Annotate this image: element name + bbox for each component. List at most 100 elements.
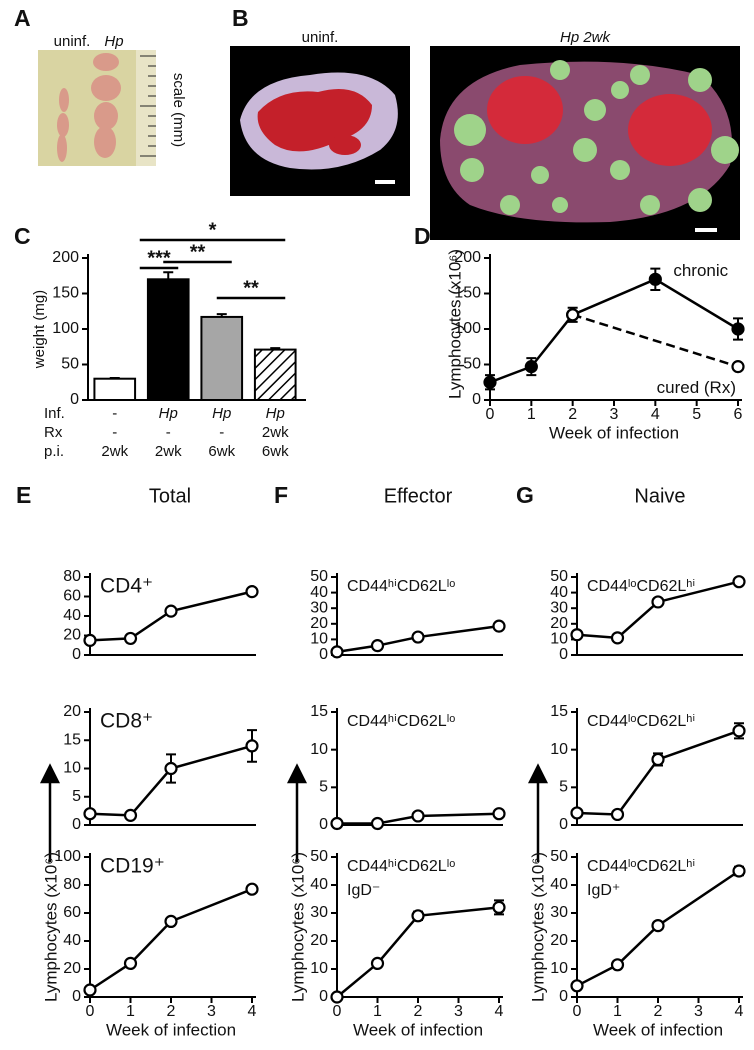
x-tick-label: 4 <box>495 1003 504 1020</box>
annotation: CD44ʰⁱCD62Lˡᵒ <box>347 858 455 875</box>
point <box>610 807 625 822</box>
y-tick-label: 60 <box>63 904 81 921</box>
annotation: CD44ʰⁱCD62Lˡᵒ <box>347 713 455 730</box>
y-tick-label: 100 <box>52 320 79 337</box>
point <box>164 604 178 618</box>
x-axis-label: Week of infection <box>353 1020 483 1039</box>
column-title: Total <box>149 485 191 507</box>
table-cell: Hp <box>159 405 178 422</box>
y-tick-label: 150 <box>454 285 481 302</box>
y-tick-label: 10 <box>550 960 568 977</box>
x-tick-label: 4 <box>248 1003 257 1020</box>
table-cell: - <box>112 424 117 441</box>
point <box>245 585 259 599</box>
y-tick-label: 50 <box>550 848 568 865</box>
y-axis-label: Lymphocytes (x10⁶) <box>445 249 464 399</box>
point <box>570 806 584 820</box>
x-tick-label: 2 <box>568 406 577 423</box>
photo-a <box>38 50 156 166</box>
y-axis-label: Lymphocytes (x10⁶) <box>528 852 547 1002</box>
x-axis-label: Week of infection <box>593 1020 723 1039</box>
point <box>123 808 138 822</box>
annotation: CD19⁺ <box>100 855 165 878</box>
table-cell: Hp <box>212 405 231 422</box>
y-tick-label: 0 <box>72 988 81 1005</box>
y-tick-label: 0 <box>472 391 481 408</box>
table-row-label: Inf. <box>44 405 65 422</box>
point <box>610 631 625 645</box>
y-tick-label: 50 <box>310 568 328 585</box>
column-title: Naive <box>634 485 685 507</box>
point <box>483 375 497 389</box>
bar <box>253 348 297 401</box>
y-tick-label: 80 <box>63 876 81 893</box>
x-tick-label: 1 <box>527 406 536 423</box>
y-tick-label: 0 <box>559 816 568 833</box>
annotation: IgD⁻ <box>347 882 380 899</box>
y-tick-label: 5 <box>319 779 328 796</box>
table-row-label: Rx <box>44 424 63 441</box>
point <box>411 630 425 644</box>
x-tick-label: 2 <box>654 1003 663 1020</box>
y-tick-label: 20 <box>63 703 81 720</box>
y-tick-label: 0 <box>319 646 328 663</box>
y-tick-label: 60 <box>63 588 81 605</box>
point <box>83 633 97 647</box>
y-tick-label: 15 <box>310 703 328 720</box>
arrow <box>39 763 549 862</box>
x-tick-label: 0 <box>573 1003 582 1020</box>
histology-image <box>230 46 410 196</box>
y-tick-label: 15 <box>63 731 81 748</box>
y-tick-label: 100 <box>54 848 81 865</box>
x-axis-label: Week of infection <box>106 1020 236 1039</box>
point <box>492 900 506 915</box>
x-tick-label: 2 <box>414 1003 423 1020</box>
y-tick-label: 20 <box>63 627 81 644</box>
annotation: CD44ˡᵒCD62Lʰⁱ <box>587 713 695 730</box>
y-tick-label: 10 <box>310 960 328 977</box>
x-tick-label: 3 <box>610 406 619 423</box>
y-tick-label: 80 <box>63 568 81 585</box>
annotation: CD4⁺ <box>100 575 153 598</box>
y-tick-label: 0 <box>72 646 81 663</box>
table-cell: 6wk <box>262 443 289 460</box>
annotation: IgD⁺ <box>587 882 620 899</box>
y-tick-label: 10 <box>63 760 81 777</box>
y-tick-label: 50 <box>310 848 328 865</box>
panel-label: G <box>516 482 534 508</box>
y-tick-label: 0 <box>319 988 328 1005</box>
point <box>732 864 746 878</box>
x-tick-label: 3 <box>454 1003 463 1020</box>
line <box>572 313 739 368</box>
x-axis-label: Week of infection <box>549 423 679 442</box>
x-tick-label: 1 <box>613 1003 622 1020</box>
point <box>123 631 138 646</box>
point <box>570 628 584 642</box>
y-axis-label: Lymphocytes (x10⁶) <box>41 852 60 1002</box>
y-tick-label: 0 <box>72 816 81 833</box>
significance-label: ** <box>190 241 206 263</box>
point <box>610 958 625 972</box>
y-tick-label: 30 <box>310 904 328 921</box>
point <box>83 807 97 821</box>
line <box>336 624 500 654</box>
table-cell: 6wk <box>208 443 235 460</box>
significance-label: ** <box>243 277 259 299</box>
y-tick-label: 30 <box>310 599 328 616</box>
y-tick-label: 10 <box>550 741 568 758</box>
point <box>731 360 745 374</box>
panel-label: C <box>14 223 31 249</box>
y-tick-label: 200 <box>52 249 79 266</box>
bar <box>200 315 244 401</box>
x-tick-label: 5 <box>692 406 701 423</box>
y-tick-label: 5 <box>72 788 81 805</box>
point <box>566 308 580 322</box>
photo-label: Hp <box>104 33 123 50</box>
y-tick-label: 30 <box>550 904 568 921</box>
line <box>89 888 253 992</box>
point <box>651 918 665 933</box>
photo-label: uninf. <box>54 33 91 50</box>
y-axis-label: weight (mg) <box>31 290 48 369</box>
x-tick-label: 2 <box>167 1003 176 1020</box>
x-tick-label: 0 <box>333 1003 342 1020</box>
